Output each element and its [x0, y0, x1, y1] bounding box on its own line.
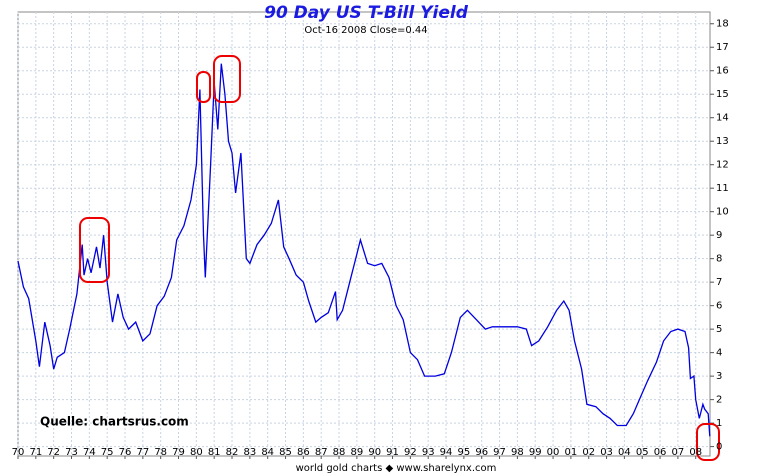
source-annotation: Quelle: chartsrus.com: [40, 415, 189, 429]
y-tick-label: 12: [716, 160, 729, 171]
y-tick-label: 0: [716, 442, 722, 453]
x-tick-label: 82: [226, 447, 239, 458]
y-tick-label: 14: [716, 113, 729, 124]
x-tick-label: 93: [422, 447, 435, 458]
x-tick-label: 95: [458, 447, 471, 458]
x-tick-label: 89: [350, 447, 363, 458]
x-tick-label: 99: [529, 447, 542, 458]
y-tick-label: 1: [716, 418, 722, 429]
x-tick-label: 90: [368, 447, 381, 458]
y-tick-label: 2: [716, 395, 722, 406]
x-tick-label: 07: [672, 447, 685, 458]
x-tick-label: 83: [243, 447, 256, 458]
y-tick-label: 7: [716, 277, 722, 288]
y-tick-label: 8: [716, 254, 722, 265]
x-tick-label: 91: [386, 447, 399, 458]
x-tick-label: 08: [689, 447, 702, 458]
x-tick-label: 74: [83, 447, 96, 458]
x-tick-label: 94: [440, 447, 453, 458]
chart-subtitle: Oct-16 2008 Close=0.44: [304, 25, 427, 36]
marks: [17, 63, 711, 437]
x-tick-label: 80: [190, 447, 203, 458]
x-tick-label: 96: [475, 447, 488, 458]
x-tick-label: 77: [136, 447, 149, 458]
y-tick-label: 15: [716, 89, 729, 100]
x-tick-label: 03: [600, 447, 613, 458]
x-tick-label: 81: [208, 447, 221, 458]
x-tick-label: 85: [279, 447, 292, 458]
x-tick-label: 97: [493, 447, 506, 458]
x-tick-label: 78: [154, 447, 167, 458]
y-tick-label: 16: [716, 66, 729, 77]
grid: [17, 12, 714, 459]
x-tick-label: 02: [582, 447, 595, 458]
x-tick-label: 76: [119, 447, 132, 458]
x-tick-label: 01: [565, 447, 578, 458]
highlight: [196, 71, 211, 103]
highlight: [213, 55, 241, 103]
x-tick-label: 98: [511, 447, 524, 458]
highlight: [79, 217, 110, 283]
yield-line: [17, 63, 711, 437]
y-tick-label: 17: [716, 42, 729, 53]
footer: world gold charts ◆ www.sharelynx.com: [296, 463, 497, 474]
plot-frame: [17, 11, 711, 457]
x-tick-label: 71: [29, 447, 42, 458]
x-tick-label: 75: [101, 447, 114, 458]
x-tick-label: 73: [65, 447, 78, 458]
y-tick-label: 18: [716, 19, 729, 30]
x-tick-label: 06: [654, 447, 667, 458]
x-tick-label: 87: [315, 447, 328, 458]
y-tick-label: 3: [716, 371, 722, 382]
x-tick-label: 04: [618, 447, 631, 458]
x-tick-label: 84: [261, 447, 274, 458]
x-tick-label: 79: [172, 447, 185, 458]
chart-title: 90 Day US T-Bill Yield: [264, 3, 469, 23]
x-tick-label: 05: [636, 447, 649, 458]
highlight: [696, 423, 720, 461]
x-tick-label: 72: [47, 447, 60, 458]
y-tick-label: 10: [716, 207, 729, 218]
y-tick-label: 11: [716, 183, 729, 194]
y-tick-label: 6: [716, 301, 722, 312]
x-tick-label: 00: [547, 447, 560, 458]
y-tick-label: 4: [716, 348, 722, 359]
y-tick-label: 9: [716, 230, 722, 241]
x-tick-label: 92: [404, 447, 417, 458]
x-tick-label: 86: [297, 447, 310, 458]
y-tick-label: 5: [716, 324, 722, 335]
x-tick-label: 88: [333, 447, 346, 458]
y-tick-label: 13: [716, 136, 729, 147]
x-tick-label: 70: [12, 447, 25, 458]
